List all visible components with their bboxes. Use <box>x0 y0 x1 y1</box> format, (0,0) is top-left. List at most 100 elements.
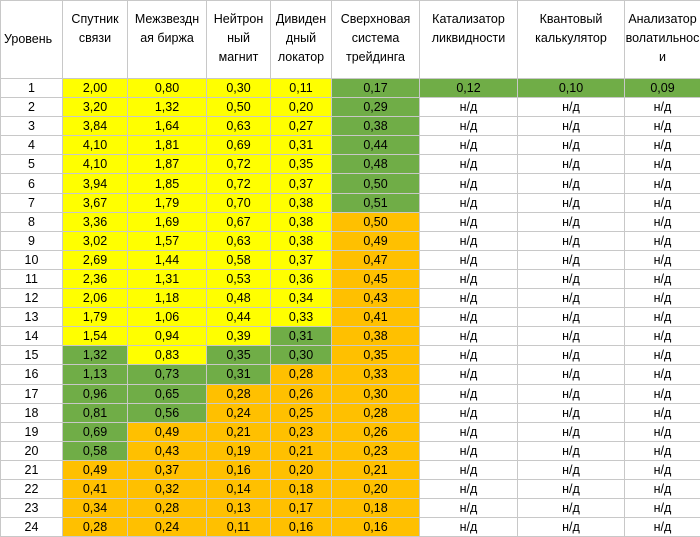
value-cell: н/д <box>518 365 625 384</box>
value-cell: 0,16 <box>207 460 271 479</box>
value-cell: 2,69 <box>63 250 128 269</box>
header-text: и <box>659 50 666 64</box>
value-cell: 1,57 <box>128 231 207 250</box>
value-cell: 0,18 <box>271 479 332 498</box>
value-cell: 1,69 <box>128 212 207 231</box>
value-cell: 0,43 <box>128 441 207 460</box>
value-cell: 3,20 <box>63 98 128 117</box>
header-text: калькулятор <box>535 31 607 45</box>
value-cell: н/д <box>625 346 700 365</box>
level-cell: 7 <box>1 193 63 212</box>
value-cell: н/д <box>625 155 700 174</box>
value-cell: 0,67 <box>207 212 271 231</box>
level-cell: 13 <box>1 308 63 327</box>
value-cell: 0,21 <box>271 441 332 460</box>
value-cell: н/д <box>420 250 518 269</box>
value-cell: 0,33 <box>271 308 332 327</box>
header-text: дный <box>286 31 316 45</box>
value-cell: н/д <box>625 460 700 479</box>
value-cell: 0,50 <box>332 174 420 193</box>
value-cell: н/д <box>518 403 625 422</box>
value-cell: 0,49 <box>332 231 420 250</box>
value-cell: 0,24 <box>128 518 207 537</box>
value-cell: н/д <box>518 136 625 155</box>
value-cell: н/д <box>420 384 518 403</box>
value-cell: н/д <box>518 346 625 365</box>
value-cell: н/д <box>625 518 700 537</box>
value-cell: 0,21 <box>207 422 271 441</box>
value-cell: н/д <box>518 98 625 117</box>
value-cell: 0,34 <box>271 289 332 308</box>
value-cell: 0,09 <box>625 79 700 98</box>
header-text: Анализатор <box>628 12 696 26</box>
value-cell: 0,24 <box>207 403 271 422</box>
value-cell: 1,18 <box>128 289 207 308</box>
value-cell: 0,81 <box>63 403 128 422</box>
value-cell: н/д <box>625 308 700 327</box>
value-cell: н/д <box>625 98 700 117</box>
value-cell: н/д <box>625 365 700 384</box>
value-cell: н/д <box>420 308 518 327</box>
level-cell: 24 <box>1 518 63 537</box>
value-cell: н/д <box>420 193 518 212</box>
value-cell: 0,44 <box>332 136 420 155</box>
value-cell: н/д <box>625 327 700 346</box>
level-cell: 15 <box>1 346 63 365</box>
level-cell: 23 <box>1 499 63 518</box>
value-cell: н/д <box>625 250 700 269</box>
value-cell: н/д <box>625 499 700 518</box>
value-cell: 0,35 <box>271 155 332 174</box>
value-cell: 2,36 <box>63 269 128 288</box>
value-cell: н/д <box>625 479 700 498</box>
value-cell: 0,31 <box>207 365 271 384</box>
level-cell: 22 <box>1 479 63 498</box>
value-cell: н/д <box>518 441 625 460</box>
value-cell: н/д <box>420 174 518 193</box>
value-cell: 1,32 <box>128 98 207 117</box>
level-cell: 17 <box>1 384 63 403</box>
value-cell: 0,25 <box>271 403 332 422</box>
value-cell: 0,37 <box>271 250 332 269</box>
value-cell: н/д <box>518 174 625 193</box>
value-cell: н/д <box>625 212 700 231</box>
value-cell: 1,87 <box>128 155 207 174</box>
value-cell: 0,23 <box>332 441 420 460</box>
level-cell: 16 <box>1 365 63 384</box>
value-cell: н/д <box>420 499 518 518</box>
value-cell: 0,44 <box>207 308 271 327</box>
value-cell: н/д <box>625 136 700 155</box>
value-cell: 0,20 <box>271 460 332 479</box>
value-cell: н/д <box>420 327 518 346</box>
value-cell: н/д <box>518 422 625 441</box>
value-cell: 0,58 <box>63 441 128 460</box>
value-cell: н/д <box>625 403 700 422</box>
value-cell: 0,21 <box>332 460 420 479</box>
value-cell: н/д <box>625 384 700 403</box>
value-cell: н/д <box>420 365 518 384</box>
value-cell: 0,28 <box>63 518 128 537</box>
value-cell: 0,48 <box>207 289 271 308</box>
value-cell: 0,27 <box>271 117 332 136</box>
value-cell: 0,36 <box>271 269 332 288</box>
value-cell: 0,32 <box>128 479 207 498</box>
value-cell: н/д <box>518 117 625 136</box>
value-cell: н/д <box>420 117 518 136</box>
value-cell: 0,70 <box>207 193 271 212</box>
value-cell: 1,85 <box>128 174 207 193</box>
value-cell: н/д <box>420 422 518 441</box>
value-cell: 0,37 <box>128 460 207 479</box>
value-cell: н/д <box>625 193 700 212</box>
value-cell: н/д <box>625 269 700 288</box>
value-cell: 0,41 <box>63 479 128 498</box>
